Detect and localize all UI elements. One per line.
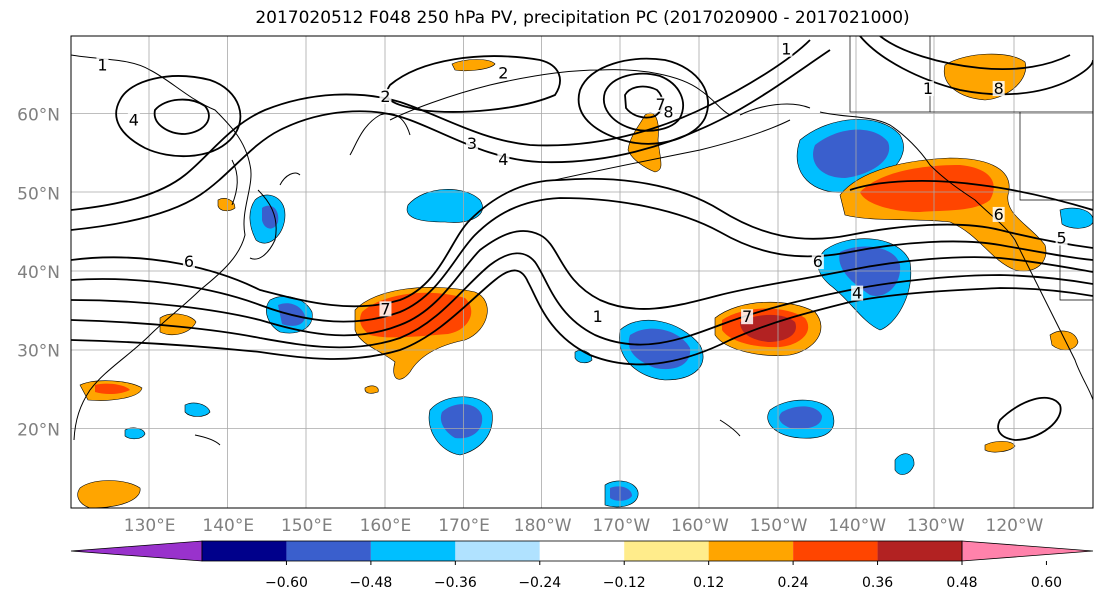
lon-label: 130°E [124,516,176,536]
contour-label: 7 [380,299,390,318]
contour-label: 1 [97,55,107,74]
colorbar-segment [370,541,456,561]
lon-label: 160°E [360,516,412,536]
contour-label-bg [662,104,675,120]
colorbar-segment [455,541,540,561]
contour-label-bg [811,254,824,270]
colorbar-tick-label: −0.60 [265,575,308,591]
lat-label: 60°N [17,106,60,126]
colorbar-tick-label: −0.24 [518,575,561,591]
lat-label: 50°N [17,184,60,204]
lon-label: 160°W [671,516,729,536]
lon-label: 170°E [438,516,490,536]
colorbar-segment [286,541,371,561]
lon-label: 120°W [986,516,1044,536]
colorbar-extend-high [961,540,1094,562]
contour-label-bg [1055,230,1068,246]
colorbar-segment [539,541,625,561]
contour-label: 4 [498,150,508,169]
lon-label: 170°W [592,516,650,536]
lon-label: 150°E [281,516,333,536]
map-area [71,36,1093,508]
contour-label: 4 [129,111,139,130]
contour-label: 8 [994,79,1004,98]
contour-label-bg [741,309,754,325]
colorbar-tick-label: 0.48 [946,575,977,591]
colorbar-segment [877,541,962,561]
pv-contours [71,36,1093,441]
colorbar-segment [624,541,709,561]
contour-label: 1 [781,40,791,59]
lat-label: 40°N [17,263,60,283]
negative-precip-areas [124,119,1093,508]
contour-label-bg [465,136,478,152]
colorbar-tick-label: −0.48 [349,575,392,591]
colorbar-segment [708,541,794,561]
lon-label: 180°W [514,516,572,536]
colorbar-tick-label: 0.24 [778,575,809,591]
colorbar-segment [202,541,287,561]
contour-label-bg [497,65,510,81]
contour-label: 5 [1056,229,1066,248]
contour-label-bg [591,309,604,325]
longitude-labels: 130°E 140°E 150°E 160°E 170°E 180°W 170°W 160°W… [124,516,1044,536]
contour-label-bg [497,151,510,167]
contour-label-bg [96,57,109,73]
contour-label: 7 [656,95,666,114]
contour-label: 1 [593,307,603,326]
lon-label: 140°W [828,516,886,536]
contour-label: 6 [813,252,823,271]
latitude-labels: 60°N 50°N 40°N 30°N 20°N [17,106,60,441]
contour-label: 3 [467,134,477,153]
map-frame [70,35,1094,509]
contour-label-bg [851,285,864,301]
contour-label: 8 [663,103,673,122]
contour-label: 2 [380,87,390,106]
contour-label-bg [379,301,392,317]
lat-label: 20°N [17,420,60,440]
colorbar-tick-label: 0.60 [1031,575,1062,591]
contour-label-bg [921,81,934,97]
contour-label: 7 [742,307,752,326]
map-title: 2017020512 F048 250 hPa PV, precipitatio… [255,8,910,28]
colorbar-tick-label: −0.36 [434,575,477,591]
colorbar-tick-label: −0.12 [603,575,646,591]
contour-label-bg [182,254,195,270]
contour-label: 4 [852,284,862,303]
colorbar-outline [201,540,963,562]
gridlines [71,36,1093,508]
lat-label: 30°N [17,342,60,362]
contour-label-bg [992,206,1005,222]
contour-label: 6 [994,205,1004,224]
colorbar: −0.60 −0.48 −0.36 −0.24 −0.12 0.12 0.24 0.36 0.4… [70,540,1094,591]
contour-label: 2 [498,63,508,82]
contour-label-bg [992,81,1005,97]
contour-label: 6 [184,252,194,271]
contour-label: 1 [923,79,933,98]
colorbar-tick-label: 0.12 [693,575,724,591]
lon-label: 150°W [750,516,808,536]
contour-label-bg [127,112,140,128]
colorbar-segment [793,541,878,561]
political-borders [849,36,1093,301]
contour-label-bg [379,88,392,104]
colorbar-tick-label: 0.36 [862,575,893,591]
colorbar-extend-low [70,540,203,562]
lon-label: 140°E [202,516,254,536]
contour-label-bg [780,41,793,57]
lon-label: 130°W [907,516,965,536]
